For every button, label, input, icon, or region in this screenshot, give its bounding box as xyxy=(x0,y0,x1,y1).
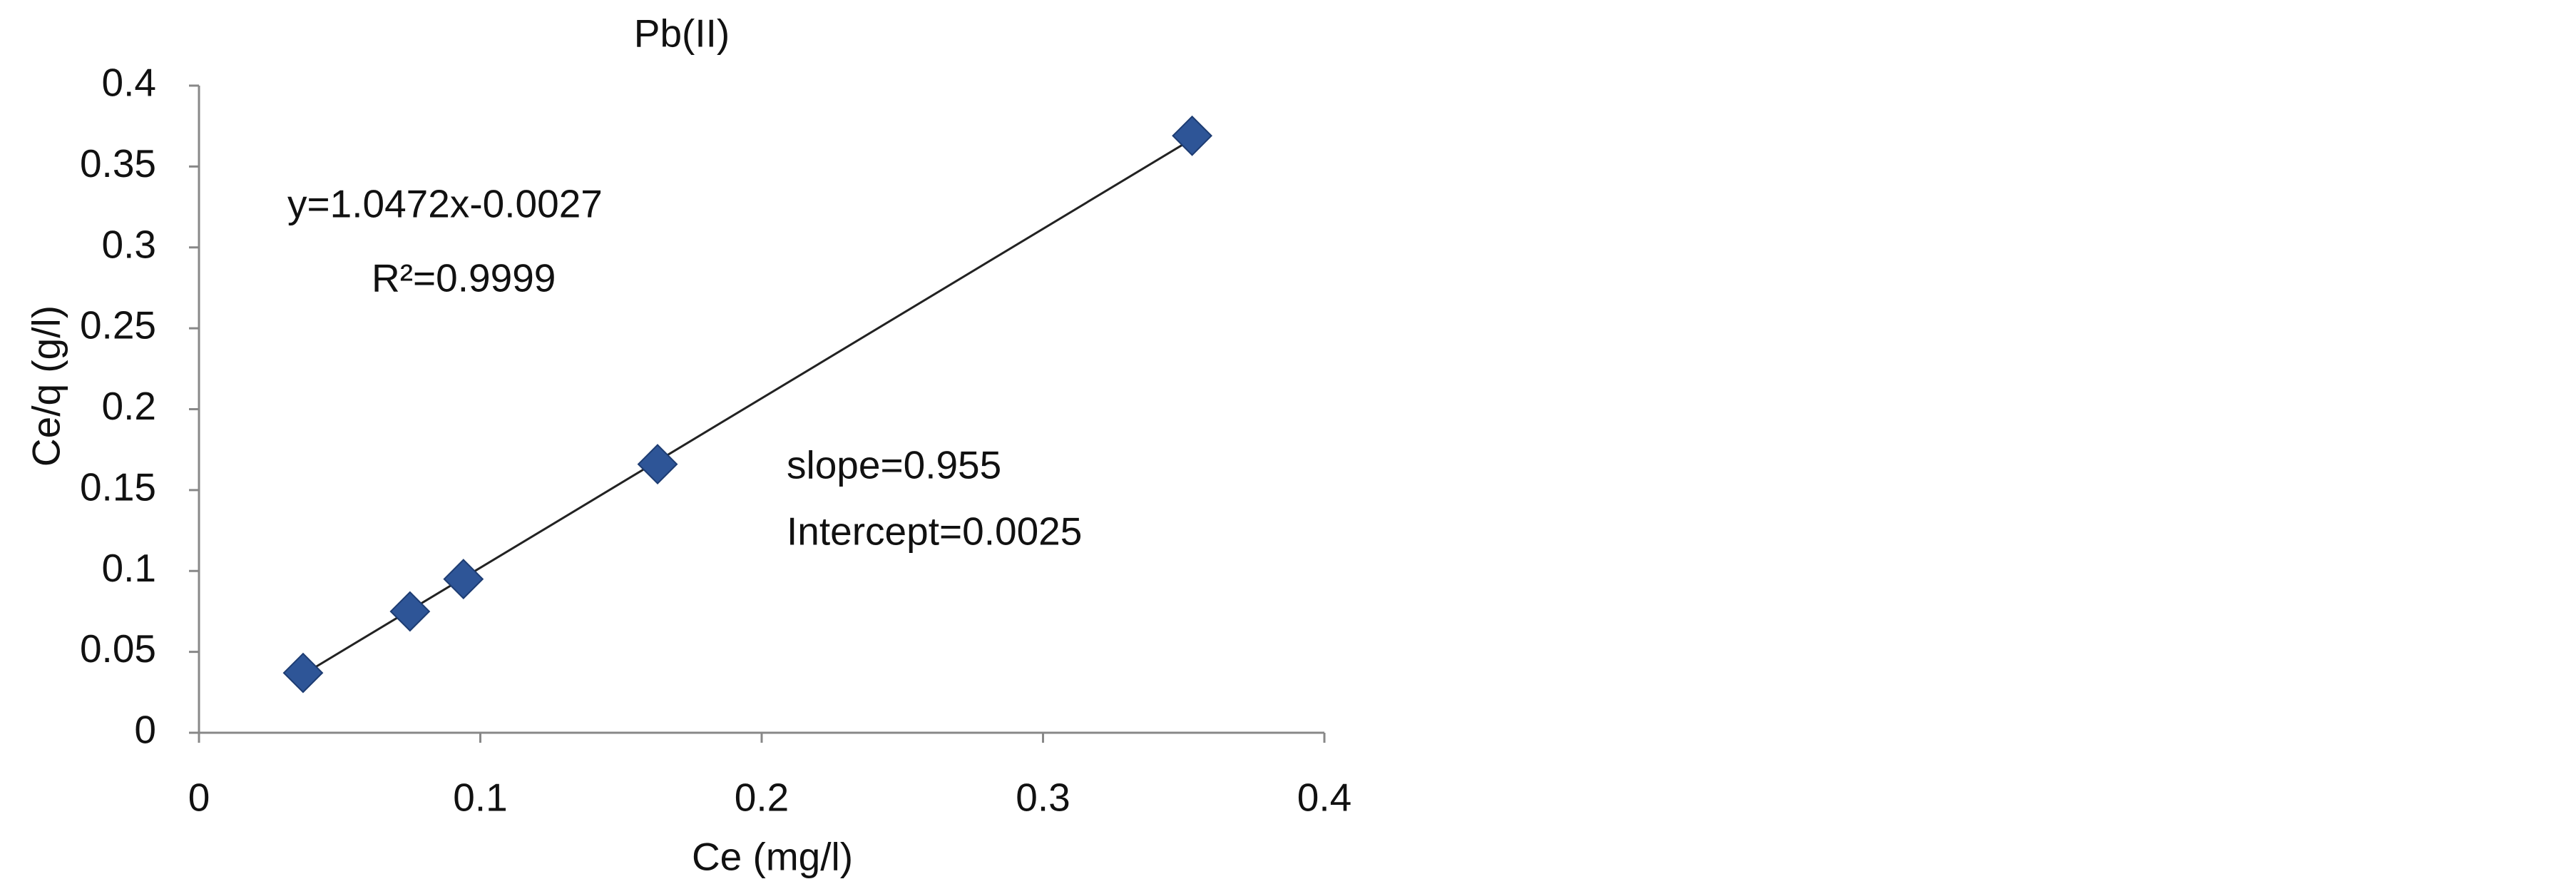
y-tick-label: 0.25 xyxy=(80,303,156,347)
data-point xyxy=(637,444,678,485)
r-squared-annotation: R²=0.9999 xyxy=(372,256,556,300)
y-tick-label: 0.2 xyxy=(102,384,156,428)
y-tick-label: 0.3 xyxy=(102,222,156,266)
x-tick-label: 0.2 xyxy=(735,776,789,820)
intercept-annotation: Intercept=0.0025 xyxy=(787,509,1082,554)
y-tick-label: 0.15 xyxy=(80,464,156,509)
equation-annotation: y=1.0472x-0.0027 xyxy=(287,182,603,226)
x-axis-label: Ce (mg/l) xyxy=(692,835,853,879)
y-tick-label: 0.35 xyxy=(80,141,156,186)
x-tick-label: 0 xyxy=(188,776,210,820)
slope-annotation: slope=0.955 xyxy=(787,443,1001,487)
x-tick-label: 0.3 xyxy=(1016,776,1070,820)
data-point xyxy=(443,559,484,600)
x-tick-label: 0.1 xyxy=(453,776,507,820)
data-point xyxy=(1172,115,1212,156)
y-tick-label: 0 xyxy=(134,708,156,752)
data-point xyxy=(389,591,431,632)
y-tick-label: 0.1 xyxy=(102,546,156,590)
chart-title: Pb(II) xyxy=(634,11,730,56)
x-tick-label: 0.4 xyxy=(1297,776,1351,820)
y-axis-label: Ce/q (g/l) xyxy=(24,305,68,467)
y-tick-label: 0.4 xyxy=(102,61,156,105)
data-point xyxy=(282,652,324,694)
y-tick-label: 0.05 xyxy=(80,626,156,671)
